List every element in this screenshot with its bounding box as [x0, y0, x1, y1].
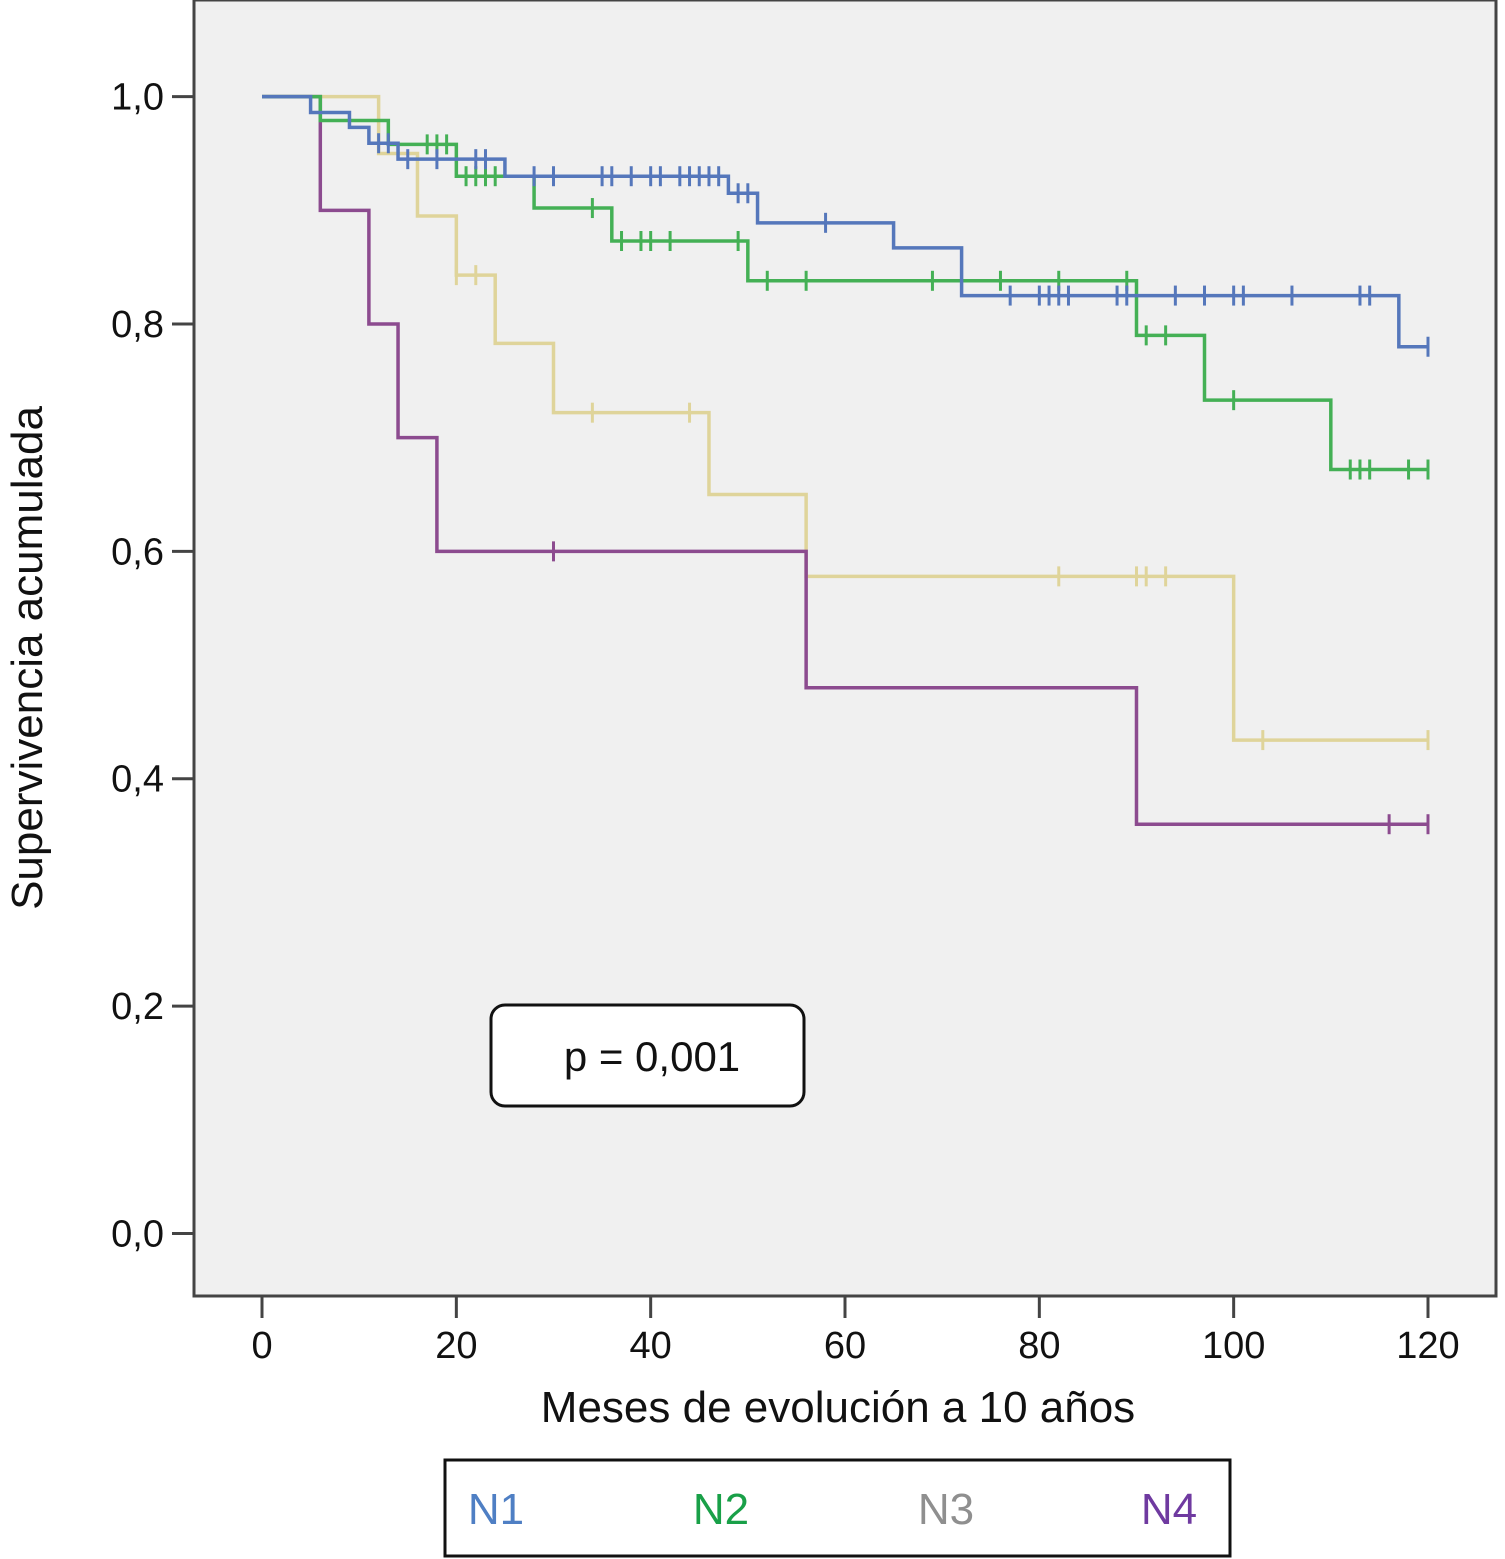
y-tick-label: 0,2: [111, 986, 164, 1028]
legend-item-n4: N4: [1141, 1485, 1197, 1534]
legend-item-n1: N1: [468, 1485, 524, 1534]
series-n3: [262, 94, 1430, 751]
survival-curve-n3: [262, 94, 1428, 742]
survival-curve-n1: [262, 94, 1428, 349]
y-axis-title: Supervivencia acumulada: [3, 406, 52, 910]
survival-curve-n2: [262, 94, 1428, 472]
legend-item-n3: N3: [918, 1485, 974, 1534]
y-axis: 0,0 0,2 0,4 0,6 0,8 1,0: [111, 77, 194, 1255]
x-tick-label: 120: [1396, 1325, 1459, 1367]
plot-area: [192, 0, 1498, 1298]
x-tick-label: 0: [251, 1325, 272, 1367]
x-tick-label: 60: [824, 1325, 866, 1367]
x-tick-label: 20: [435, 1325, 477, 1367]
y-tick-label: 0,4: [111, 759, 164, 801]
x-tick-label: 40: [630, 1325, 672, 1367]
y-tick-label: 0,0: [111, 1213, 164, 1255]
x-tick-label: 100: [1202, 1325, 1265, 1367]
x-tick-label: 80: [1018, 1325, 1060, 1367]
legend-box: [443, 1458, 1232, 1558]
legend-item-n2: N2: [693, 1485, 749, 1534]
p-value-text: p = 0,001: [564, 1033, 740, 1080]
p-value-box: [489, 1003, 806, 1108]
series-n1: [262, 94, 1430, 357]
series-n4: [262, 94, 1430, 835]
series-layer: [262, 94, 1430, 835]
x-axis-title: Meses de evolución a 10 años: [541, 1383, 1135, 1432]
x-axis: 0 20 40 60 80 100 120: [251, 1296, 1460, 1367]
y-tick-label: 0,8: [111, 304, 164, 346]
y-tick-label: 0,6: [111, 531, 164, 573]
survival-curve-n4: [262, 94, 1428, 826]
y-tick-label: 1,0: [111, 77, 164, 119]
